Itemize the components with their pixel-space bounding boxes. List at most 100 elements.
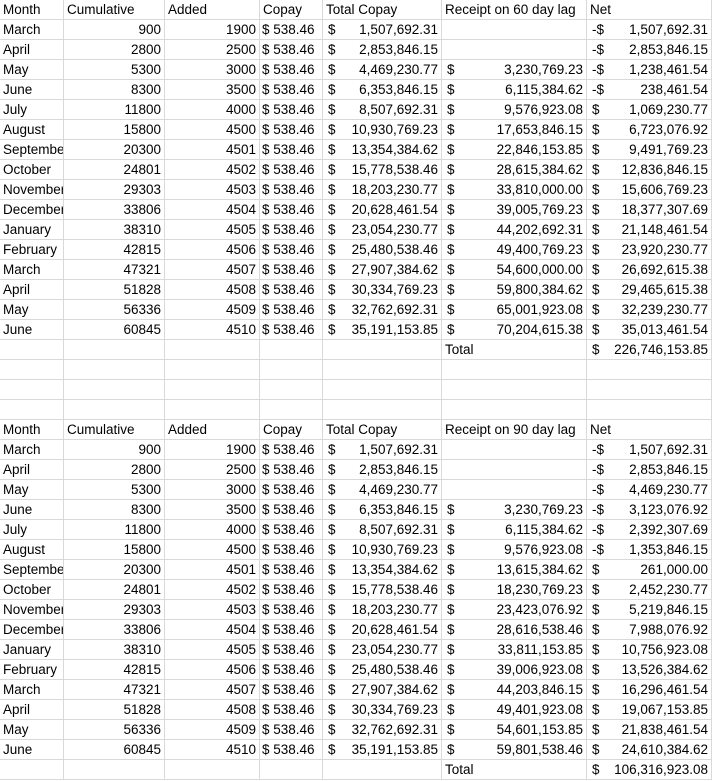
added-cell[interactable]: 4504 bbox=[165, 200, 260, 220]
copay-cell[interactable]: $ 538.46 bbox=[260, 200, 323, 220]
month-cell[interactable]: May bbox=[0, 60, 64, 80]
total-copay-cell[interactable]: $18,203,230.77 bbox=[323, 600, 442, 620]
month-cell[interactable]: June bbox=[0, 80, 64, 100]
net-cell[interactable]: -$ 1,238,461.54 bbox=[587, 60, 712, 80]
total-label[interactable]: Total bbox=[442, 340, 587, 360]
added-cell[interactable]: 4510 bbox=[165, 740, 260, 760]
month-cell[interactable]: February bbox=[0, 660, 64, 680]
month-cell[interactable]: March bbox=[0, 20, 64, 40]
total-copay-cell[interactable]: $23,054,230.77 bbox=[323, 220, 442, 240]
net-cell[interactable]: $29,465,615.38 bbox=[587, 280, 712, 300]
total-copay-cell[interactable]: $4,469,230.77 bbox=[323, 60, 442, 80]
month-cell[interactable]: April bbox=[0, 40, 64, 60]
total-copay-cell[interactable]: $25,480,538.46 bbox=[323, 240, 442, 260]
added-cell[interactable]: 4506 bbox=[165, 660, 260, 680]
cumulative-cell[interactable]: 2800 bbox=[64, 460, 165, 480]
empty-cell[interactable] bbox=[442, 360, 587, 380]
net-cell[interactable]: $13,526,384.62 bbox=[587, 660, 712, 680]
receipt-cell[interactable]: $28,615,384.62 bbox=[442, 160, 587, 180]
receipt-cell[interactable]: $3,230,769.23 bbox=[442, 60, 587, 80]
net-cell[interactable]: $24,610,384.62 bbox=[587, 740, 712, 760]
empty-cell[interactable] bbox=[260, 360, 323, 380]
total-copay-cell[interactable]: $8,507,692.31 bbox=[323, 520, 442, 540]
empty-cell[interactable] bbox=[260, 380, 323, 400]
empty-cell[interactable] bbox=[0, 340, 64, 360]
column-header[interactable]: Month bbox=[0, 0, 64, 20]
cumulative-cell[interactable]: 47321 bbox=[64, 260, 165, 280]
added-cell[interactable]: 4506 bbox=[165, 240, 260, 260]
receipt-cell[interactable]: $54,600,000.00 bbox=[442, 260, 587, 280]
net-cell[interactable]: -$ 4,469,230.77 bbox=[587, 480, 712, 500]
cumulative-cell[interactable]: 2800 bbox=[64, 40, 165, 60]
total-copay-cell[interactable]: $32,762,692.31 bbox=[323, 300, 442, 320]
net-cell[interactable]: -$ 3,123,076.92 bbox=[587, 500, 712, 520]
total-copay-cell[interactable]: $18,203,230.77 bbox=[323, 180, 442, 200]
month-cell[interactable]: November bbox=[0, 180, 64, 200]
added-cell[interactable]: 4503 bbox=[165, 180, 260, 200]
receipt-cell[interactable]: $18,230,769.23 bbox=[442, 580, 587, 600]
receipt-cell[interactable]: $39,005,769.23 bbox=[442, 200, 587, 220]
total-copay-cell[interactable]: $15,778,538.46 bbox=[323, 160, 442, 180]
column-header[interactable]: Receipt on 90 day lag bbox=[442, 420, 587, 440]
added-cell[interactable]: 4503 bbox=[165, 600, 260, 620]
receipt-cell[interactable] bbox=[442, 480, 587, 500]
empty-cell[interactable] bbox=[165, 360, 260, 380]
added-cell[interactable]: 4505 bbox=[165, 640, 260, 660]
cumulative-cell[interactable]: 51828 bbox=[64, 700, 165, 720]
month-cell[interactable]: July bbox=[0, 100, 64, 120]
cumulative-cell[interactable]: 60845 bbox=[64, 320, 165, 340]
receipt-cell[interactable]: $28,616,538.46 bbox=[442, 620, 587, 640]
receipt-cell[interactable]: $59,801,538.46 bbox=[442, 740, 587, 760]
receipt-cell[interactable]: $9,576,923.08 bbox=[442, 100, 587, 120]
net-cell[interactable]: $10,756,923.08 bbox=[587, 640, 712, 660]
cumulative-cell[interactable]: 11800 bbox=[64, 520, 165, 540]
total-copay-cell[interactable]: $2,853,846.15 bbox=[323, 460, 442, 480]
empty-cell[interactable] bbox=[0, 360, 64, 380]
column-header[interactable]: Net bbox=[587, 0, 712, 20]
receipt-cell[interactable]: $70,204,615.38 bbox=[442, 320, 587, 340]
column-header[interactable]: Copay bbox=[260, 420, 323, 440]
added-cell[interactable]: 1900 bbox=[165, 440, 260, 460]
net-cell[interactable]: $18,377,307.69 bbox=[587, 200, 712, 220]
column-header[interactable]: Cumulative bbox=[64, 0, 165, 20]
month-cell[interactable]: July bbox=[0, 520, 64, 540]
month-cell[interactable]: August bbox=[0, 120, 64, 140]
empty-cell[interactable] bbox=[323, 340, 442, 360]
month-cell[interactable]: August bbox=[0, 540, 64, 560]
added-cell[interactable]: 4000 bbox=[165, 100, 260, 120]
total-copay-cell[interactable]: $20,628,461.54 bbox=[323, 620, 442, 640]
added-cell[interactable]: 4509 bbox=[165, 300, 260, 320]
copay-cell[interactable]: $ 538.46 bbox=[260, 160, 323, 180]
cumulative-cell[interactable]: 15800 bbox=[64, 120, 165, 140]
cumulative-cell[interactable]: 900 bbox=[64, 440, 165, 460]
cumulative-cell[interactable]: 33806 bbox=[64, 200, 165, 220]
total-copay-cell[interactable]: $30,334,769.23 bbox=[323, 700, 442, 720]
copay-cell[interactable]: $ 538.46 bbox=[260, 320, 323, 340]
empty-cell[interactable] bbox=[323, 400, 442, 420]
added-cell[interactable]: 4501 bbox=[165, 560, 260, 580]
net-cell[interactable]: $21,148,461.54 bbox=[587, 220, 712, 240]
net-cell[interactable]: -$ 1,507,692.31 bbox=[587, 20, 712, 40]
net-cell[interactable]: $2,452,230.77 bbox=[587, 580, 712, 600]
receipt-cell[interactable]: $9,576,923.08 bbox=[442, 540, 587, 560]
net-cell[interactable]: $26,692,615.38 bbox=[587, 260, 712, 280]
added-cell[interactable]: 4501 bbox=[165, 140, 260, 160]
total-copay-cell[interactable]: $20,628,461.54 bbox=[323, 200, 442, 220]
net-cell[interactable]: -$ 238,461.54 bbox=[587, 80, 712, 100]
empty-cell[interactable] bbox=[323, 380, 442, 400]
total-copay-cell[interactable]: $8,507,692.31 bbox=[323, 100, 442, 120]
copay-cell[interactable]: $ 538.46 bbox=[260, 180, 323, 200]
total-copay-cell[interactable]: $35,191,153.85 bbox=[323, 320, 442, 340]
total-copay-cell[interactable]: $27,907,384.62 bbox=[323, 260, 442, 280]
added-cell[interactable]: 4000 bbox=[165, 520, 260, 540]
total-copay-cell[interactable]: $32,762,692.31 bbox=[323, 720, 442, 740]
empty-cell[interactable] bbox=[64, 760, 165, 780]
receipt-cell[interactable]: $6,115,384.62 bbox=[442, 80, 587, 100]
cumulative-cell[interactable]: 51828 bbox=[64, 280, 165, 300]
cumulative-cell[interactable]: 29303 bbox=[64, 600, 165, 620]
added-cell[interactable]: 4510 bbox=[165, 320, 260, 340]
copay-cell[interactable]: $ 538.46 bbox=[260, 220, 323, 240]
net-cell[interactable]: -$ 2,853,846.15 bbox=[587, 40, 712, 60]
copay-cell[interactable]: $ 538.46 bbox=[260, 60, 323, 80]
net-cell[interactable]: -$ 2,853,846.15 bbox=[587, 460, 712, 480]
